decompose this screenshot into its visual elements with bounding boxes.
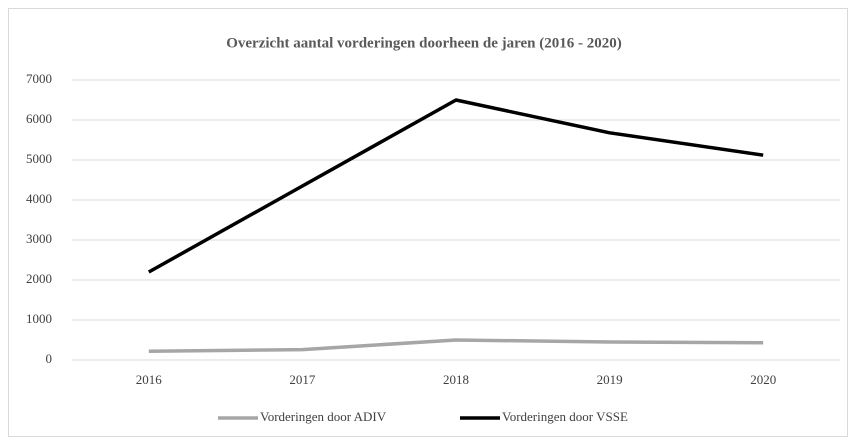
legend-label: Vorderingen door VSSE	[502, 409, 628, 424]
y-tick-label: 6000	[26, 111, 52, 126]
y-tick-label: 7000	[26, 71, 52, 86]
y-tick-label: 5000	[26, 151, 52, 166]
x-tick-label: 2016	[136, 372, 163, 387]
y-tick-label: 2000	[26, 271, 52, 286]
legend-label: Vorderingen door ADIV	[260, 409, 387, 424]
chart-frame	[8, 8, 848, 437]
y-tick-label: 1000	[26, 311, 52, 326]
x-tick-label: 2017	[289, 372, 316, 387]
y-tick-label: 4000	[26, 191, 52, 206]
series-line	[148, 338, 764, 353]
series-line	[147, 98, 764, 274]
chart-title: Overzicht aantal vorderingen doorheen de…	[226, 35, 622, 51]
x-tick-label: 2020	[750, 372, 776, 387]
x-tick-label: 2018	[443, 372, 469, 387]
y-tick-label: 0	[46, 351, 53, 366]
y-tick-label: 3000	[26, 231, 52, 246]
x-tick-label: 2019	[597, 372, 623, 387]
